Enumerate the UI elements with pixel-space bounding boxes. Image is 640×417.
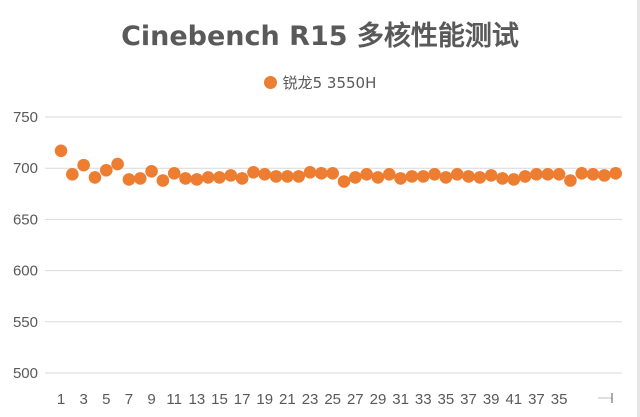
data-point <box>518 170 532 183</box>
data-point <box>281 170 294 183</box>
data-point <box>405 170 419 183</box>
x-tick-label: 17 <box>234 391 251 408</box>
x-tick-label: 27 <box>347 391 364 408</box>
x-tick-label: 39 <box>483 391 500 408</box>
legend-label: 锐龙5 3550H <box>282 74 377 92</box>
x-tick-label: 23 <box>302 391 319 408</box>
data-point <box>530 168 543 181</box>
x-tick-label: 31 <box>392 391 409 408</box>
x-tick-label: 13 <box>188 391 205 408</box>
y-tick-label: 600 <box>13 263 38 280</box>
data-point <box>609 167 622 180</box>
data-point <box>156 174 170 187</box>
data-point <box>371 171 385 184</box>
data-point <box>360 168 373 181</box>
data-point <box>416 170 430 183</box>
data-point <box>99 163 113 177</box>
x-tick-label: 19 <box>256 391 273 408</box>
data-point <box>326 167 339 180</box>
data-point <box>122 173 136 186</box>
data-point <box>258 168 272 181</box>
data-point <box>394 172 407 185</box>
x-tick-label: 11 <box>166 391 182 408</box>
x-tick-label: 5 <box>102 391 110 408</box>
data-point <box>201 171 215 184</box>
data-point <box>552 168 566 181</box>
y-tick-label: 750 <box>13 109 38 126</box>
x-tick-label: 3 <box>79 391 87 408</box>
x-tick-label: 37 <box>528 391 545 408</box>
data-point <box>598 169 611 182</box>
data-point <box>496 172 509 185</box>
frame-edge <box>637 0 640 417</box>
x-tick-label: 7 <box>125 391 133 408</box>
data-point <box>462 170 475 183</box>
data-point <box>167 167 181 180</box>
data-point <box>88 171 102 184</box>
x-tick-label: 35 <box>551 391 568 408</box>
data-point <box>484 169 498 182</box>
y-tick-label: 500 <box>13 365 38 382</box>
data-point <box>292 170 306 183</box>
x-tick-label: 21 <box>279 391 296 408</box>
data-point <box>224 169 238 182</box>
x-tick-label: 37 <box>460 391 477 408</box>
data-point <box>428 168 441 181</box>
data-point <box>315 167 328 180</box>
data-point <box>145 164 158 178</box>
data-point <box>303 165 317 179</box>
x-tick-label: 15 <box>211 391 228 408</box>
data-point <box>235 172 249 185</box>
data-point <box>507 173 521 186</box>
data-point <box>66 168 79 181</box>
x-tick-label: 1 <box>57 391 65 408</box>
data-point <box>337 175 351 188</box>
data-point <box>269 170 283 183</box>
data-point <box>77 158 90 172</box>
data-point <box>541 168 555 181</box>
y-tick-label: 700 <box>13 160 38 177</box>
data-point <box>439 171 453 184</box>
chart-title: Cinebench R15 多核性能测试 <box>121 21 519 52</box>
data-point <box>564 174 577 187</box>
x-tick-label: 9 <box>147 391 155 408</box>
data-point <box>349 171 362 184</box>
x-tick-label: 35 <box>438 391 455 408</box>
data-point <box>133 172 147 185</box>
x-tick-label: 41 <box>505 391 522 408</box>
data-point <box>190 173 204 186</box>
data-point <box>54 144 68 158</box>
data-point <box>450 168 464 181</box>
x-tick-label: 29 <box>370 391 387 408</box>
x-tick-label: 25 <box>324 391 341 408</box>
legend: 锐龙5 3550H <box>0 72 640 93</box>
y-tick-label: 650 <box>13 211 38 228</box>
data-point <box>382 168 396 181</box>
data-point <box>586 168 600 181</box>
data-point <box>111 157 124 171</box>
data-point <box>213 171 226 184</box>
legend-marker <box>263 76 277 89</box>
data-point <box>473 171 487 184</box>
y-tick-label: 550 <box>13 314 38 331</box>
data-point <box>247 165 260 179</box>
data-point <box>179 172 192 185</box>
data-point <box>575 167 589 180</box>
x-tick-label: 33 <box>415 391 432 408</box>
